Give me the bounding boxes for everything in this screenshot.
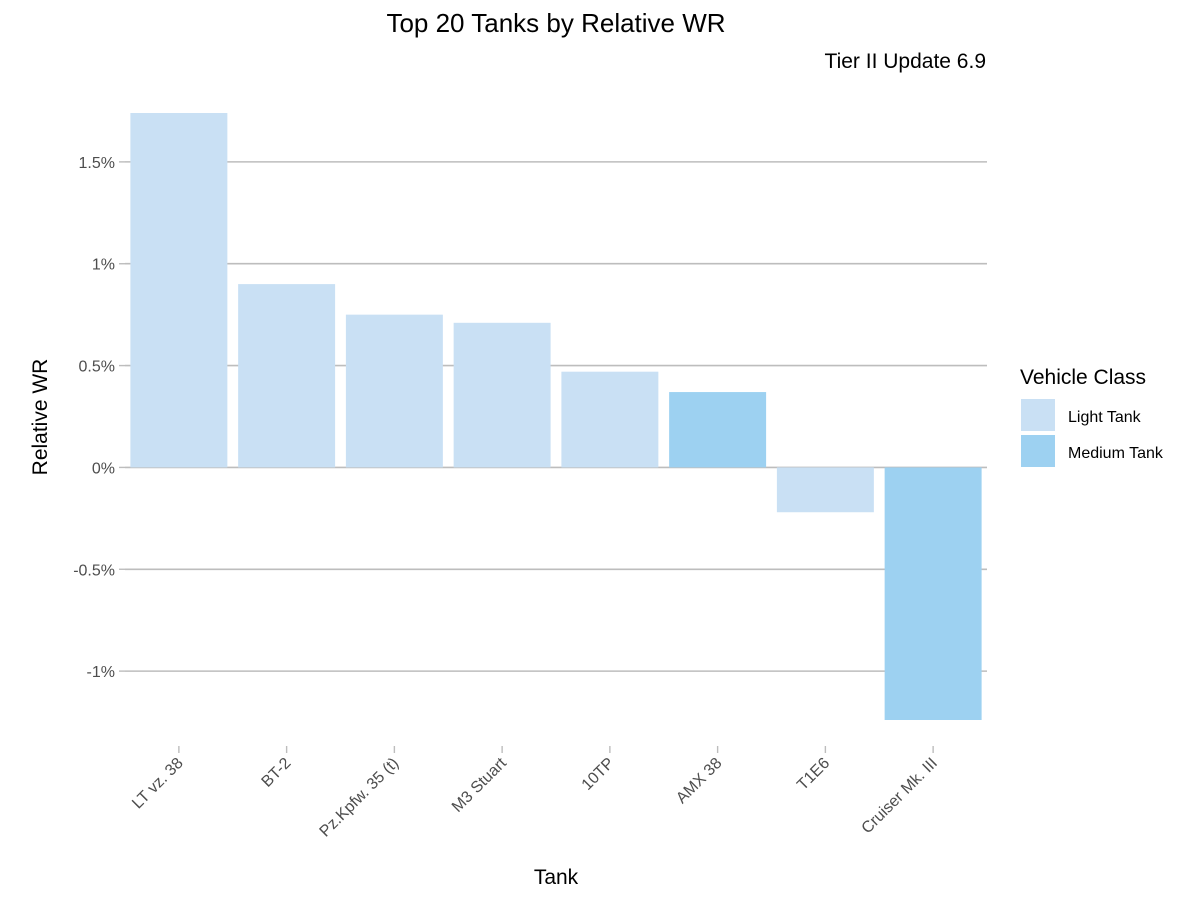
bars	[130, 113, 982, 720]
bar	[453, 322, 551, 468]
x-tick-label: T1E6	[794, 755, 833, 794]
legend-swatch-medium-tank	[1021, 435, 1055, 467]
bar	[238, 284, 336, 468]
x-tick-label: BT-2	[259, 755, 295, 791]
bar	[561, 371, 659, 468]
bar	[669, 392, 767, 468]
x-tick-label: Cruiser Mk. III	[859, 755, 941, 837]
x-axis-ticks: LT vz. 38 BT-2 Pz.Kpfw. 35 (t) M3 Stuart 10T…	[129, 746, 941, 840]
y-tick-label: -1%	[87, 664, 115, 681]
bar	[884, 467, 982, 720]
x-tick-label: AMX 38	[673, 755, 725, 807]
legend-swatch-light-tank	[1021, 399, 1055, 431]
chart-title: Top 20 Tanks by Relative WR	[386, 8, 725, 38]
y-axis-ticks: 1.5% 1% 0.5% 0% -0.5% -1%	[73, 155, 125, 681]
y-tick-label: 0.5%	[79, 359, 115, 376]
x-tick-label: 10TP	[579, 755, 618, 794]
legend-title: Vehicle Class	[1020, 366, 1146, 389]
x-tick-label: Pz.Kpfw. 35 (t)	[317, 755, 403, 841]
legend-label-light-tank: Light Tank	[1068, 409, 1142, 426]
x-tick-label: LT vz. 38	[129, 755, 187, 813]
y-tick-label: 0%	[92, 460, 115, 477]
y-tick-label: 1%	[92, 257, 115, 274]
y-tick-label: 1.5%	[79, 155, 115, 172]
chart-subtitle: Tier II Update 6.9	[825, 50, 986, 73]
bar	[345, 314, 443, 468]
x-axis-title: Tank	[534, 866, 579, 889]
y-tick-label: -0.5%	[73, 562, 115, 579]
bar	[130, 113, 228, 468]
x-tick-label: M3 Stuart	[449, 754, 510, 815]
legend-label-medium-tank: Medium Tank	[1068, 445, 1164, 462]
bar	[776, 467, 874, 513]
legend: Vehicle Class Light Tank Medium Tank	[1020, 366, 1164, 467]
y-axis-title: Relative WR	[29, 359, 52, 476]
